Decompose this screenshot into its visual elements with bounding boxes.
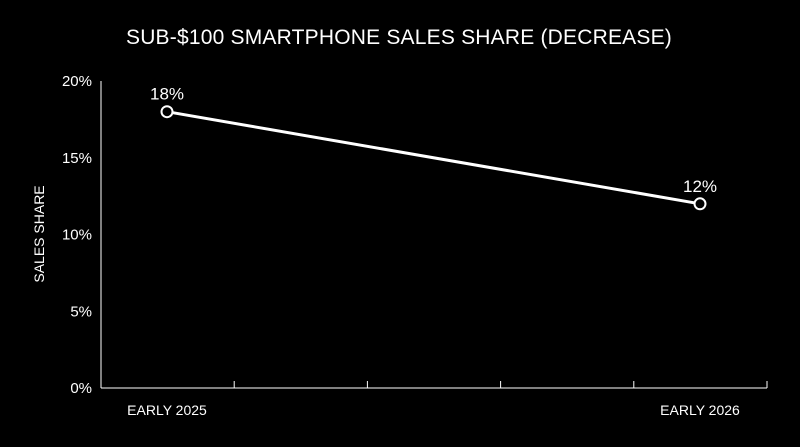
y-tick-label: 0% [70,380,92,397]
x-tick-label: EARLY 2025 [127,402,207,418]
chart-title: SUB-$100 SMARTPHONE SALES SHARE (DECREAS… [126,26,672,49]
data-label: 18% [150,85,184,104]
data-label: 12% [683,177,717,196]
series-line [165,110,702,206]
data-point [693,197,707,211]
x-tick-label: EARLY 2026 [660,402,740,418]
y-axis-label: SALES SHARE [31,185,47,282]
data-point [160,105,174,119]
series: 18% 12% [150,85,717,211]
y-tick-label: 15% [62,150,92,167]
y-ticks: 0% 5% 10% 15% 20% [62,73,92,397]
y-tick-label: 10% [62,227,92,244]
x-ticks: EARLY 2025 EARLY 2026 [127,381,768,418]
y-tick-label: 5% [70,303,92,320]
y-tick-label: 20% [62,73,92,90]
axes [100,81,767,389]
